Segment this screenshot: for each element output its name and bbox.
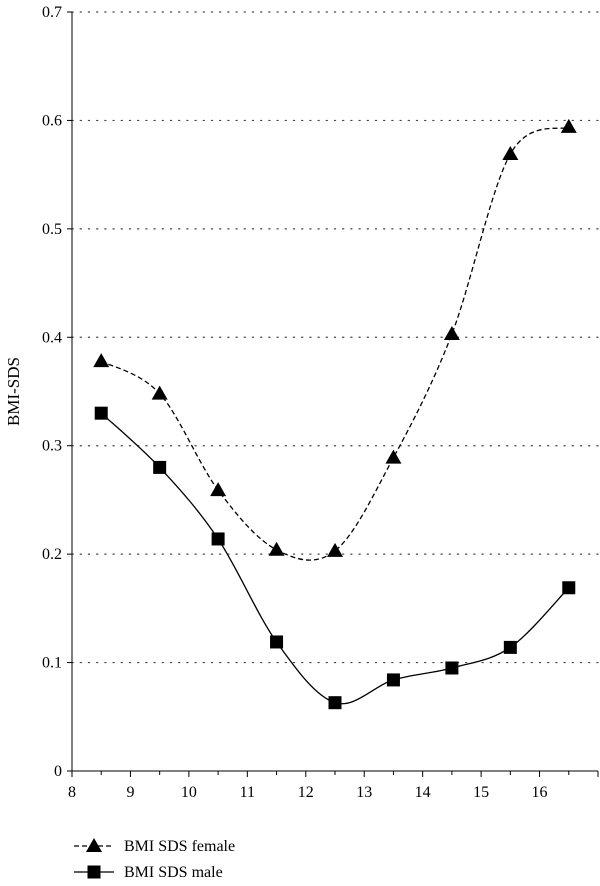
x-tick-label-5: 13	[356, 784, 372, 801]
series-1	[94, 406, 576, 710]
axes	[71, 12, 598, 772]
legend: BMI SDS female BMI SDS male	[74, 838, 235, 881]
y-tick-label-3: 0.3	[42, 438, 62, 455]
x-tick-label-6: 14	[415, 784, 431, 801]
series-1-point-2	[211, 532, 225, 546]
y-tick-label-2: 0.2	[42, 546, 62, 563]
series-1-point-5	[386, 673, 400, 687]
y-tick-label-6: 0.6	[42, 112, 62, 129]
x-tick-label-1: 9	[126, 784, 134, 801]
series-0-point-1	[151, 385, 168, 400]
grid-lines	[71, 11, 599, 664]
series-1-point-1	[153, 460, 167, 474]
legend-item-1: BMI SDS male	[74, 864, 223, 881]
tick-marks	[67, 11, 599, 777]
y-tick-label-7: 0.7	[42, 4, 62, 21]
series-line-0	[100, 126, 570, 561]
x-tick-label-8: 16	[532, 784, 548, 801]
legend-marker-1	[87, 865, 101, 879]
series-0-point-0	[93, 353, 110, 368]
legend-marker-0	[86, 838, 102, 852]
series-1-point-4	[328, 696, 342, 710]
tick-labels: 0 0.1 0.2 0.3 0.4 0.5 0.6 0.7 8 9 10 11 12 13 14 15 16	[42, 4, 548, 801]
series-line-1	[100, 412, 570, 705]
series	[93, 118, 577, 710]
x-tick-label-7: 15	[473, 784, 489, 801]
series-0-point-4	[327, 542, 343, 557]
x-tick-label-0: 8	[68, 784, 76, 801]
series-0-point-8	[560, 118, 577, 133]
legend-item-0: BMI SDS female	[74, 838, 235, 855]
y-tick-label-0: 0	[54, 763, 62, 780]
legend-label-0: BMI SDS female	[124, 838, 235, 855]
series-1-point-0	[94, 406, 108, 420]
series-1-point-7	[503, 640, 517, 654]
series-1-point-3	[270, 635, 284, 649]
x-tick-label-3: 11	[240, 784, 255, 801]
series-0-point-5	[385, 449, 402, 464]
series-1-point-8	[562, 581, 576, 595]
x-tick-label-2: 10	[181, 784, 197, 801]
series-0-point-2	[210, 482, 227, 497]
legend-label-1: BMI SDS male	[124, 864, 223, 881]
series-0	[93, 118, 577, 561]
series-0-point-7	[502, 146, 519, 161]
series-0-point-3	[268, 541, 285, 556]
y-tick-label-1: 0.1	[42, 655, 62, 672]
y-tick-label-4: 0.4	[42, 329, 62, 346]
y-axis-label: BMI-SDS	[4, 357, 23, 426]
y-tick-label-5: 0.5	[42, 221, 62, 238]
series-1-point-6	[445, 661, 459, 675]
x-tick-label-4: 12	[298, 784, 314, 801]
series-0-point-6	[443, 326, 460, 341]
